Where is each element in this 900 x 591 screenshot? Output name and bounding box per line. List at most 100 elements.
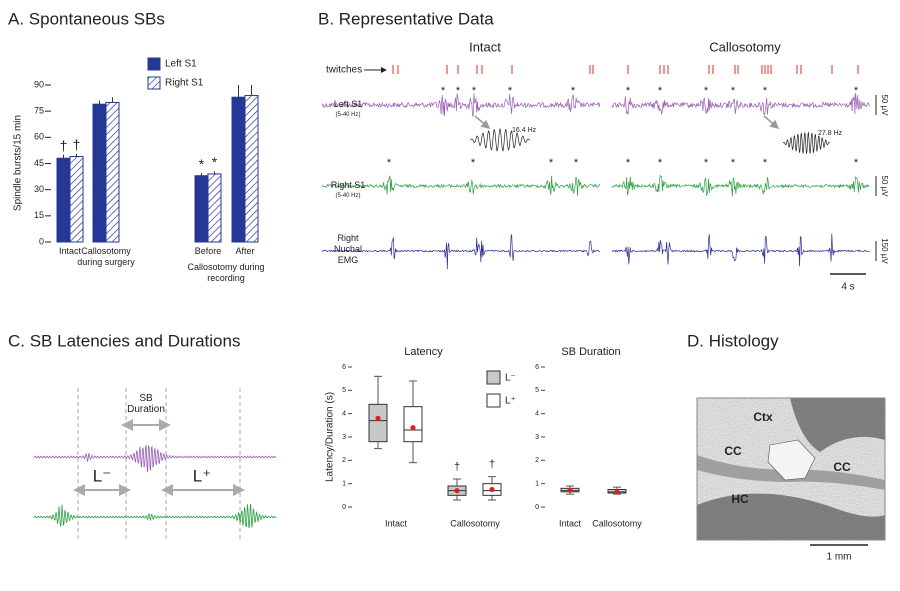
inset-arrow	[474, 115, 491, 129]
y-tick-label: 60	[34, 132, 44, 142]
event-marker: *	[854, 85, 859, 97]
event-marker: *	[731, 85, 736, 97]
cortex-band	[790, 398, 885, 452]
event-marker: *	[387, 157, 392, 169]
event-marker: *	[626, 157, 631, 169]
annotation: †	[60, 137, 68, 153]
panel-title: D. Histology	[687, 331, 779, 350]
histology-label: Ctx	[753, 410, 773, 424]
x-tick-label: Intact	[559, 518, 582, 528]
legend-swatch	[147, 76, 161, 90]
x-tick-label: Callosotomy during surgery	[77, 246, 135, 267]
annotation: †	[454, 461, 460, 473]
legend-swatch	[486, 393, 501, 408]
histology-label: CC	[833, 460, 851, 474]
x-tick-label: Intact	[58, 246, 81, 256]
annotation: †	[489, 459, 495, 471]
bar	[56, 157, 71, 243]
legend-label: Right S1	[165, 78, 204, 89]
legend-label: L⁻	[505, 373, 516, 384]
event-marker: *	[574, 157, 579, 169]
event-marker: *	[704, 157, 709, 169]
y-tick-label: 4	[342, 411, 346, 418]
bar	[105, 101, 120, 243]
box	[403, 406, 423, 443]
bar	[69, 156, 84, 243]
y-tick-label: 3	[535, 434, 539, 441]
y-axis-label: Spindle bursts/15 min	[13, 115, 24, 211]
x-tick-label: After	[235, 246, 255, 256]
inset-arrow	[763, 115, 780, 129]
chart-title: SB Duration	[561, 346, 620, 358]
x-tick-label: Callosotomy	[592, 518, 642, 528]
y-tick-label: 30	[34, 184, 44, 194]
mean	[410, 425, 416, 431]
inset-wave	[469, 127, 531, 152]
chart-title: Latency	[404, 346, 443, 358]
legend-swatch	[147, 57, 161, 71]
event-marker: *	[508, 85, 513, 97]
condition-label: Callosotomy	[709, 39, 781, 54]
y-tick-label: 45	[34, 158, 44, 168]
event-marker: *	[763, 157, 768, 169]
y-tick-label: 6	[342, 364, 346, 371]
bar	[231, 96, 246, 243]
trace-label: Right Nuchal EMG	[333, 233, 362, 265]
histology-image	[696, 397, 886, 541]
event-marker: *	[472, 85, 477, 97]
trace	[321, 234, 601, 270]
panel-title: A. Spontaneous SBs	[8, 9, 165, 28]
bar	[92, 103, 107, 243]
trace	[611, 233, 870, 267]
histology-label: CC	[724, 444, 742, 458]
y-tick-label: 75	[34, 106, 44, 116]
bar	[244, 94, 259, 243]
duration-label: SB Duration	[127, 393, 165, 415]
hc-band	[697, 493, 885, 540]
event-marker: *	[549, 157, 554, 169]
inset-wave	[782, 131, 831, 154]
y-tick-label: 5	[535, 387, 539, 394]
mean	[375, 415, 381, 421]
mean	[454, 488, 460, 494]
annotation: *	[212, 154, 218, 170]
x-tick-label: Callosotomy	[450, 518, 500, 528]
trace-sublabel: (5-40 Hz)	[335, 193, 361, 199]
event-marker: *	[854, 157, 859, 169]
y-axis-label: Latency/Duration (s)	[325, 392, 336, 482]
legend-swatch	[486, 370, 501, 385]
y-tick-label: 0	[342, 504, 346, 511]
legend-label: L⁺	[505, 396, 516, 407]
event-marker: *	[441, 85, 446, 97]
l-minus-label: L⁻	[93, 466, 111, 485]
inset-label: 27.8 Hz	[818, 130, 843, 137]
y-tick-label: 15	[34, 210, 44, 220]
trace-scale: 50 µV	[880, 94, 889, 116]
trace-label: Left S1	[333, 99, 363, 109]
y-tick-label: 2	[342, 457, 346, 464]
x-tick-label: Before	[194, 246, 222, 256]
bar	[194, 175, 209, 243]
event-marker: *	[456, 85, 461, 97]
event-marker: *	[471, 157, 476, 169]
annotation: *	[199, 156, 205, 172]
trace-label: Right S1	[330, 180, 366, 190]
trace	[611, 174, 870, 197]
l-plus-label: L⁺	[193, 466, 211, 485]
event-marker: *	[658, 85, 663, 97]
event-marker: *	[626, 85, 631, 97]
mean	[567, 487, 573, 493]
schematic-trace	[33, 444, 277, 473]
y-tick-label: 4	[535, 411, 539, 418]
y-tick-label: 0	[535, 504, 539, 511]
event-marker: *	[731, 157, 736, 169]
y-tick-label: 90	[34, 79, 44, 89]
event-marker: *	[763, 85, 768, 97]
trace-scale: 50 µV	[880, 175, 889, 197]
time-scale-label: 4 s	[841, 282, 854, 293]
y-tick-label: 3	[342, 434, 346, 441]
image-border	[696, 397, 886, 541]
event-marker: *	[571, 85, 576, 97]
